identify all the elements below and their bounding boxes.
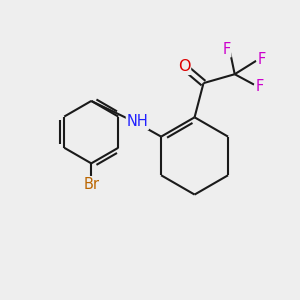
Text: NH: NH [127,114,148,129]
Text: F: F [223,42,231,57]
Text: Br: Br [83,177,99,192]
Text: F: F [255,79,263,94]
Text: F: F [257,52,266,67]
Text: O: O [178,59,190,74]
